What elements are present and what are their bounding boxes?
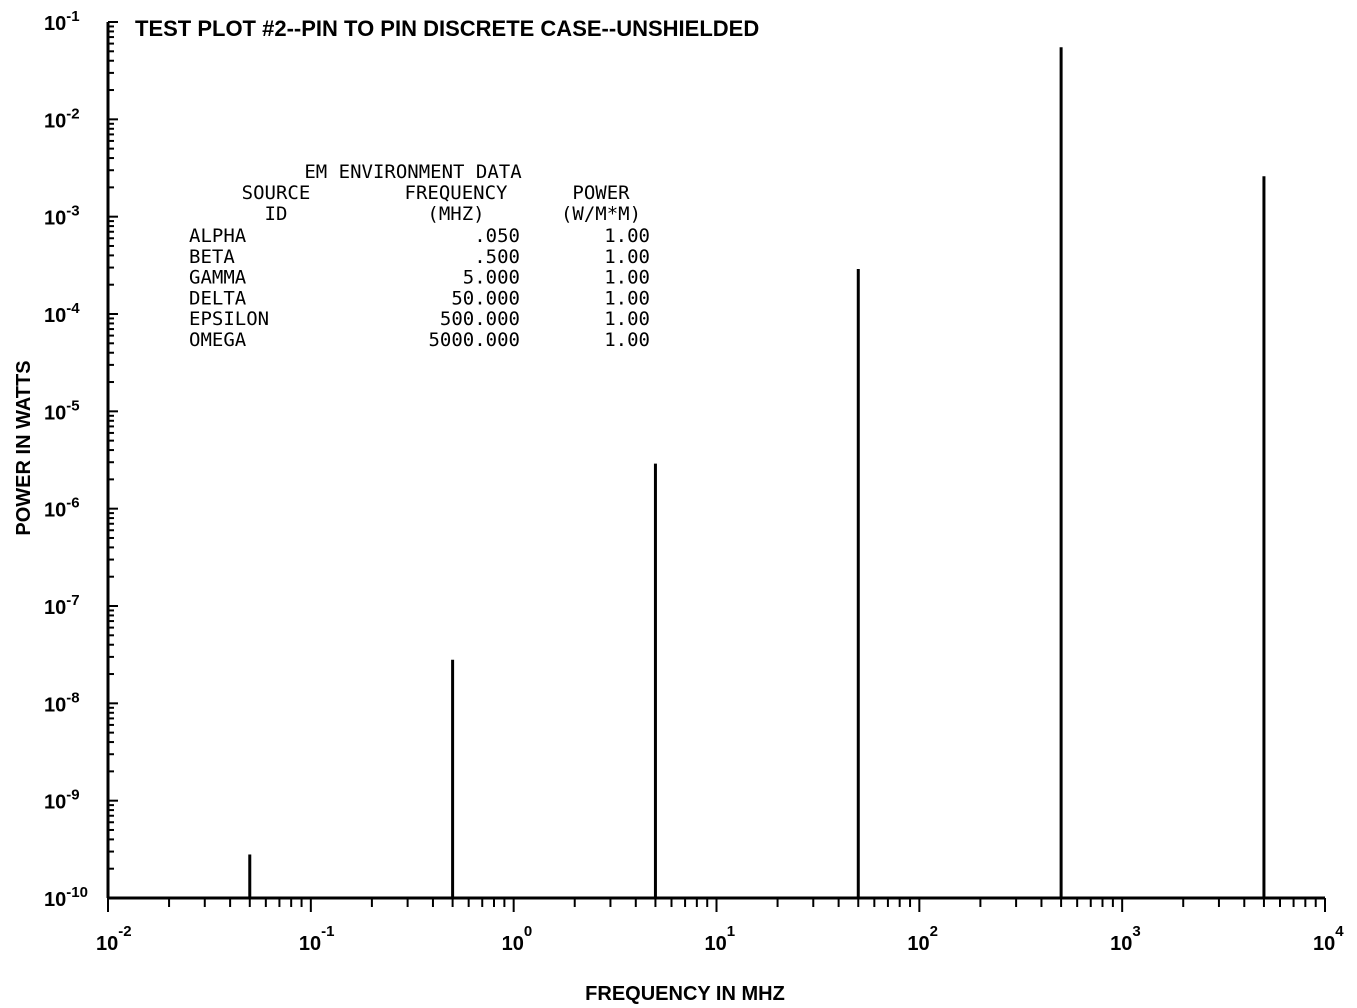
- y-tick-label: 10-5: [44, 397, 80, 424]
- table-col-header: (MHZ): [427, 203, 484, 225]
- table-cell-id: EPSILON: [189, 308, 269, 330]
- table-cell-frequency: 5.000: [463, 267, 520, 289]
- table-cell-frequency: 5000.000: [428, 329, 520, 351]
- y-tick-label: 10-1: [44, 8, 80, 35]
- x-tick-label: 100: [502, 923, 533, 955]
- y-tick-label: 10-9: [44, 787, 80, 814]
- bars: [248, 47, 1266, 898]
- table-cell-power: 1.00: [604, 308, 650, 330]
- table-cell-frequency: .050: [474, 225, 520, 247]
- table-cell-id: GAMMA: [189, 267, 247, 289]
- table-col-header: ID: [265, 203, 288, 225]
- x-tick-label: 102: [907, 923, 938, 955]
- y-tick-label: 10-8: [44, 689, 80, 716]
- table-col-header: POWER: [572, 182, 630, 204]
- table-cell-id: ALPHA: [189, 225, 247, 247]
- y-tick-label: 10-3: [44, 203, 80, 230]
- table-col-header: (W/M*M): [561, 203, 641, 225]
- table-cell-power: 1.00: [604, 246, 650, 268]
- table-cell-frequency: 50.000: [451, 287, 520, 309]
- ticks: 10-1 10-2 10-3 10-4 10-5 10-6 10-7 10-8 10-9 10-1…: [44, 8, 1344, 955]
- table-cell-id: BETA: [189, 246, 235, 268]
- y-tick-label: 10-2: [44, 105, 80, 132]
- table-cell-power: 1.00: [604, 267, 650, 289]
- x-axis-label: FREQUENCY IN MHZ: [585, 983, 785, 1005]
- x-tick-label: 10-1: [299, 923, 335, 955]
- table-cell-id: OMEGA: [189, 329, 247, 351]
- y-tick-label: 10-4: [44, 300, 80, 327]
- y-tick-label: 10-7: [44, 592, 80, 619]
- table-cell-power: 1.00: [604, 225, 650, 247]
- table-cell-power: 1.00: [604, 329, 650, 351]
- table-cell-power: 1.00: [604, 287, 650, 309]
- x-tick-label: 101: [705, 923, 736, 955]
- table-cell-id: DELTA: [189, 287, 247, 309]
- y-tick-label: 10-10: [44, 884, 88, 911]
- table-col-header: FREQUENCY: [405, 182, 509, 204]
- x-tick-label: 10-2: [96, 923, 132, 955]
- table-col-header: SOURCE: [242, 182, 311, 204]
- y-tick-label: 10-6: [44, 495, 80, 522]
- y-axis-label: POWER IN WATTS: [13, 360, 35, 535]
- table-heading: EM ENVIRONMENT DATA: [304, 161, 522, 183]
- table-cell-frequency: 500.000: [440, 308, 520, 330]
- chart-title: TEST PLOT #2--PIN TO PIN DISCRETE CASE--…: [135, 16, 759, 41]
- axes: [106, 22, 1325, 900]
- x-tick-label: 103: [1110, 923, 1141, 955]
- table-cell-frequency: .500: [474, 246, 520, 268]
- x-tick-label: 104: [1313, 923, 1344, 955]
